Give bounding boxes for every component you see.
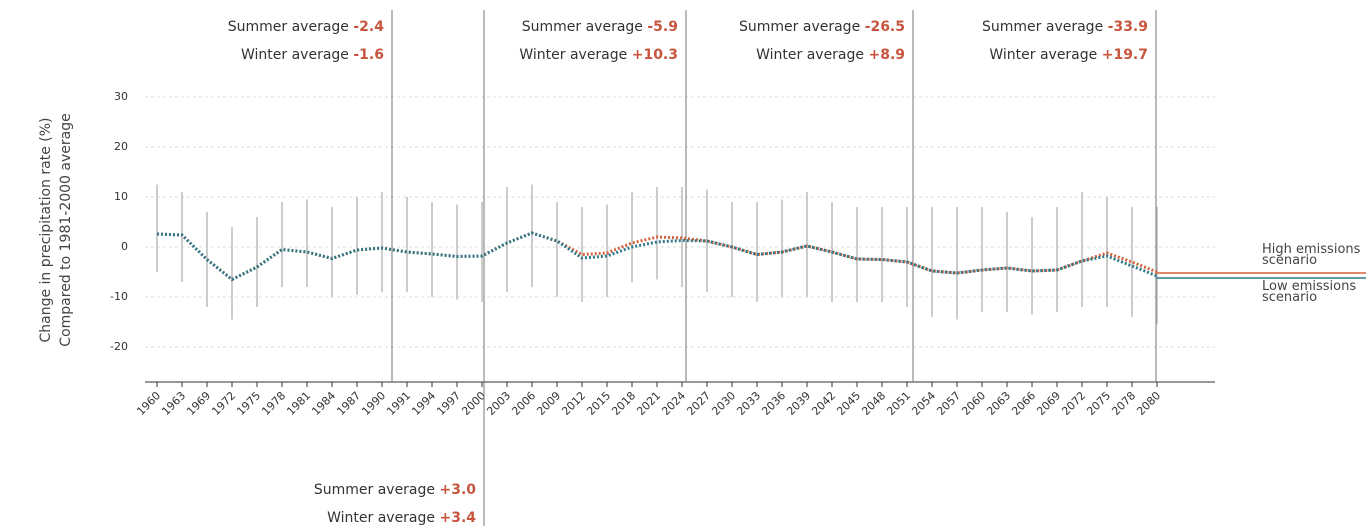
x-tick-label: 2042 <box>809 389 838 418</box>
x-tick-label: 2072 <box>1059 389 1088 418</box>
x-tick-label: 2012 <box>559 389 588 418</box>
x-tick-label: 1978 <box>259 389 288 418</box>
x-tick-label: 2024 <box>659 389 688 418</box>
annotation-label: Summer average <box>982 19 1103 35</box>
x-tick-label: 1969 <box>184 389 213 418</box>
x-tick-label: 2009 <box>534 389 563 418</box>
series-line <box>156 231 1158 282</box>
annotation-label: Summer average <box>314 482 435 498</box>
annotation-value: +3.4 <box>439 510 476 526</box>
x-tick-label: 1990 <box>359 389 388 418</box>
x-tick-label: 1997 <box>434 389 463 418</box>
annotation-value: +19.7 <box>1102 47 1148 63</box>
x-tick-label: 2063 <box>984 389 1013 418</box>
x-tick-label: 2078 <box>1109 389 1138 418</box>
x-tick-label: 1975 <box>234 389 263 418</box>
y-tick-label: 20 <box>114 140 128 153</box>
annotation-value: +3.0 <box>439 482 476 498</box>
annotation-value: -26.5 <box>865 19 905 35</box>
annotation: Summer average -5.9 <box>522 19 678 35</box>
y-axis-title: Change in precipitation rate (%) <box>38 117 54 342</box>
x-tick-label: 2080 <box>1134 389 1163 418</box>
x-tick-label: 2066 <box>1009 389 1038 418</box>
annotation: Winter average +8.9 <box>756 47 905 63</box>
annotation-label: Winter average <box>989 47 1097 63</box>
annotation-value: -2.4 <box>353 19 384 35</box>
x-tick-label: 1991 <box>384 389 413 418</box>
x-tick-label: 2054 <box>909 389 938 418</box>
x-tick-label: 1972 <box>209 389 238 418</box>
x-tick-label: 1987 <box>334 389 363 418</box>
x-tick-label: 1960 <box>134 389 163 418</box>
annotation: Winter average +19.7 <box>989 47 1148 63</box>
annotation-value: -5.9 <box>647 19 678 35</box>
y-tick-label: -10 <box>110 290 128 303</box>
x-tick-label: 2030 <box>709 389 738 418</box>
x-tick-label: 2036 <box>759 389 788 418</box>
y-axis-title: Compared to 1981-2000 average <box>58 113 74 346</box>
annotation-label: Summer average <box>228 19 349 35</box>
annotation-label: Summer average <box>739 19 860 35</box>
x-tick-label: 2033 <box>734 389 763 418</box>
x-tick-label: 2069 <box>1034 389 1063 418</box>
x-tick-label: 2057 <box>934 389 963 418</box>
annotation-value: +8.9 <box>868 47 905 63</box>
x-tick-label: 2075 <box>1084 389 1113 418</box>
annotation: Summer average +3.0 <box>314 482 476 498</box>
legend-label: High emissions scenario <box>1262 242 1361 268</box>
x-tick-label: 2039 <box>784 389 813 418</box>
y-tick-label: 30 <box>114 90 128 103</box>
annotation-label: Winter average <box>327 510 435 526</box>
annotation-label: Winter average <box>756 47 864 63</box>
annotation-label: Winter average <box>519 47 627 63</box>
x-tick-label: 2006 <box>509 389 538 418</box>
y-tick-label: 0 <box>121 240 128 253</box>
x-tick-label: 2003 <box>484 389 513 418</box>
annotation-label: Winter average <box>241 47 349 63</box>
annotation-value: +10.3 <box>632 47 678 63</box>
y-tick-label: 10 <box>114 190 128 203</box>
y-tick-label: -20 <box>110 340 128 353</box>
x-tick-label: 2048 <box>859 389 888 418</box>
x-tick-label: 2027 <box>684 389 713 418</box>
x-tick-label: 1984 <box>309 389 338 418</box>
x-tick-label: 2051 <box>884 389 913 418</box>
x-tick-label: 2021 <box>634 389 663 418</box>
annotation: Summer average -33.9 <box>982 19 1148 35</box>
x-tick-label: 2060 <box>959 389 988 418</box>
x-tick-label: 1963 <box>159 389 188 418</box>
annotation: Summer average -26.5 <box>739 19 905 35</box>
x-tick-label: 2045 <box>834 389 863 418</box>
annotation: Winter average +3.4 <box>327 510 476 526</box>
annotation-value: -33.9 <box>1108 19 1148 35</box>
annotation: Winter average +10.3 <box>519 47 678 63</box>
legend-label: Low emissions scenario <box>1262 279 1357 305</box>
annotation: Winter average -1.6 <box>241 47 384 63</box>
x-tick-label: 1994 <box>409 389 438 418</box>
x-tick-label: 2015 <box>584 389 613 418</box>
annotation-label: Summer average <box>522 19 643 35</box>
x-tick-label: 2018 <box>609 389 638 418</box>
annotation-value: -1.6 <box>353 47 384 63</box>
x-tick-label: 1981 <box>284 389 313 418</box>
annotation: Summer average -2.4 <box>228 19 384 35</box>
